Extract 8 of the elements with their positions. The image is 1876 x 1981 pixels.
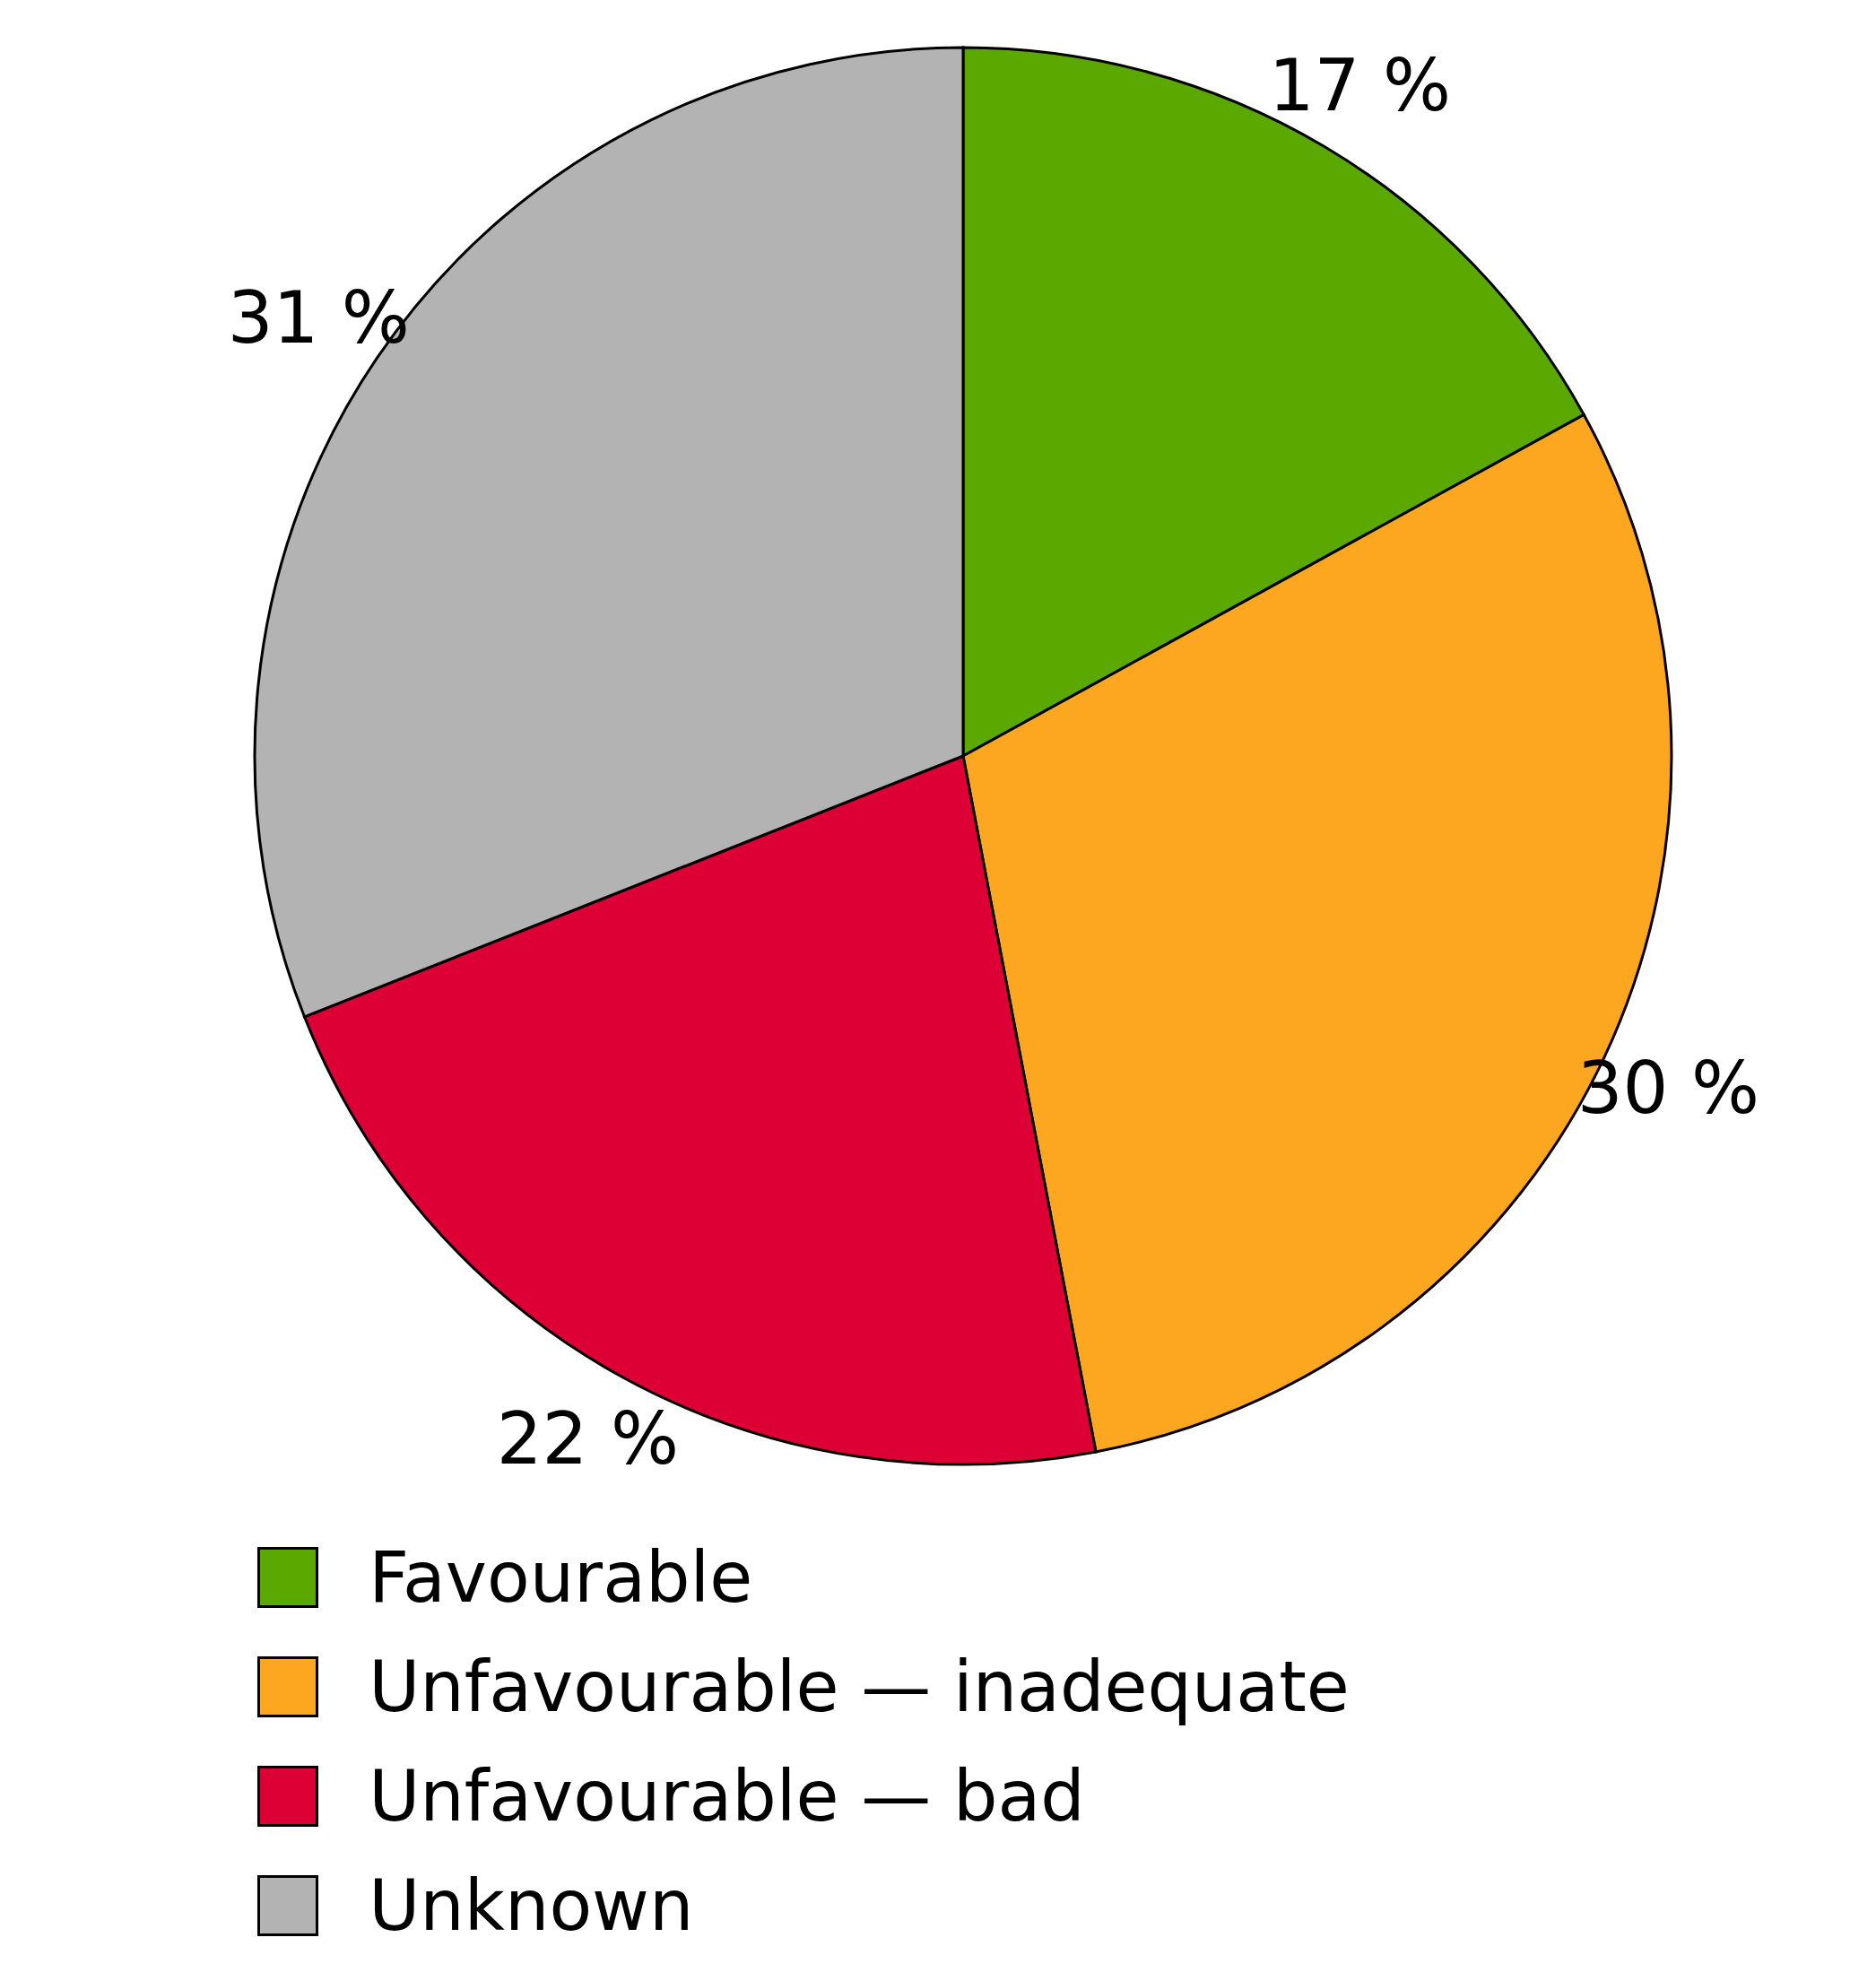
legend-label: Unfavourable — bad (369, 1756, 1085, 1837)
data-label: 31 % (227, 276, 410, 361)
data-label: 22 % (496, 1397, 679, 1481)
legend-label: Favourable (369, 1537, 753, 1618)
data-label: 17 % (1268, 43, 1451, 127)
legend-label: Unknown (369, 1865, 694, 1946)
legend-label: Unfavourable — inadequate (369, 1646, 1350, 1727)
data-label: 30 % (1576, 1046, 1759, 1130)
